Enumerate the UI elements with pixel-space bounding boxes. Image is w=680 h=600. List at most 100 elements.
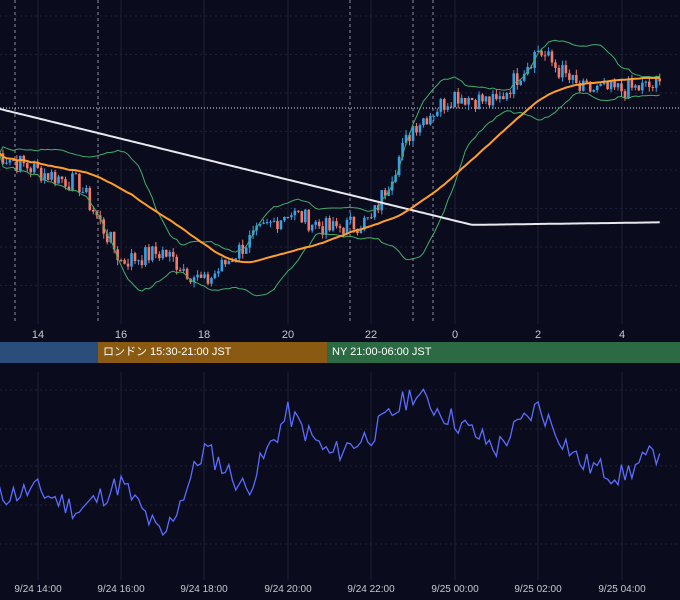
candle-body [171, 252, 175, 257]
candle-body [12, 160, 15, 162]
candle-body [300, 211, 304, 223]
candle-body [46, 173, 50, 180]
tick-label: 9/24 18:00 [180, 584, 228, 595]
candle-body [442, 99, 446, 110]
candle-body [540, 50, 543, 56]
candle-body [446, 106, 450, 110]
candle-body [519, 80, 523, 85]
candle-body [488, 96, 491, 106]
candle-body [658, 78, 662, 82]
tick-label: 9/25 04:00 [598, 584, 646, 595]
candle-body [92, 209, 95, 212]
tick-label: 9/24 16:00 [97, 584, 145, 595]
candle-body [616, 83, 620, 88]
candle-body [470, 97, 474, 100]
candle-body [154, 246, 158, 255]
oscillator-chart [0, 372, 680, 580]
candle-body [432, 115, 436, 117]
candle-body [634, 85, 637, 88]
candle-body [248, 234, 251, 248]
tick-label: 14 [31, 329, 45, 341]
candle-body [415, 126, 418, 133]
candle-body [429, 115, 432, 125]
candle-body [581, 80, 585, 91]
candle-body [283, 217, 286, 221]
candle-body [627, 79, 630, 99]
candle-body [397, 156, 401, 176]
candle-body [331, 221, 335, 231]
oscillator-line [0, 388, 661, 537]
candle-body [151, 246, 154, 261]
candle-body [404, 134, 408, 143]
candle-body [383, 190, 387, 196]
candle-body [467, 97, 470, 105]
candle-body [158, 254, 161, 259]
candle-body [147, 247, 151, 261]
candle-body [64, 179, 67, 187]
candle-body [119, 260, 123, 262]
candle-body [137, 260, 140, 262]
candle-body [373, 205, 377, 218]
candle-body [425, 118, 429, 125]
candle-body [251, 230, 255, 235]
candle-body [133, 253, 137, 262]
candle-body [224, 259, 227, 265]
candle-body [550, 51, 554, 63]
candle-body [474, 99, 477, 109]
tick-label: 0 [451, 329, 459, 341]
price-x-axis: 14 16 18 20 22 0 2 4 [0, 324, 680, 342]
candle-body [522, 73, 526, 81]
candle-body [502, 96, 505, 100]
candle-body [338, 226, 342, 228]
candle-body [349, 216, 352, 220]
candle-body [74, 173, 78, 175]
candle-body [411, 126, 415, 142]
candle-body [460, 97, 463, 104]
tokyo-session [0, 342, 98, 363]
candle-body [272, 220, 276, 222]
candle-body [314, 221, 317, 225]
candle-body [561, 65, 564, 78]
candle-body [105, 233, 109, 243]
candle-body [32, 163, 36, 173]
short-moving-average [0, 76, 660, 264]
tick-label: 9/25 00:00 [431, 584, 479, 595]
candle-body [345, 219, 349, 235]
candle-body [547, 51, 550, 56]
candle-body [109, 232, 112, 243]
candle-body [595, 85, 599, 91]
candle-body [366, 217, 370, 219]
tick-label: 16 [114, 329, 128, 341]
candle-body [227, 261, 231, 265]
candle-body [161, 249, 165, 259]
candle-body [78, 173, 81, 193]
candle-body [279, 220, 283, 230]
candle-body [81, 192, 85, 194]
candle-body [286, 217, 290, 219]
candle-body [456, 91, 460, 104]
candle-body [651, 86, 655, 88]
candle-body [387, 190, 390, 196]
bollinger-upper-band [0, 39, 660, 253]
candle-body [71, 173, 74, 191]
candle-body [269, 221, 272, 223]
candle-body [1, 153, 5, 164]
london-session: ロンドン 15:30-21:00 JST [98, 342, 327, 363]
candle-body [599, 84, 602, 86]
candle-body [112, 232, 116, 250]
tick-label: 2 [534, 329, 542, 341]
candle-body [39, 167, 43, 181]
candle-body [126, 263, 130, 267]
candle-body [95, 211, 99, 216]
candle-body [67, 186, 71, 191]
candle-body [321, 226, 324, 235]
candle-body [592, 90, 595, 92]
candle-body [509, 92, 512, 95]
price-chart [0, 0, 680, 324]
candle-body [568, 73, 571, 80]
candle-body [85, 188, 88, 193]
oscillator-x-axis: 9/24 14:00 9/24 16:00 9/24 18:00 9/24 20… [0, 582, 680, 600]
candle-body [164, 249, 168, 257]
candle-body [564, 65, 568, 74]
candle-body [370, 217, 373, 219]
